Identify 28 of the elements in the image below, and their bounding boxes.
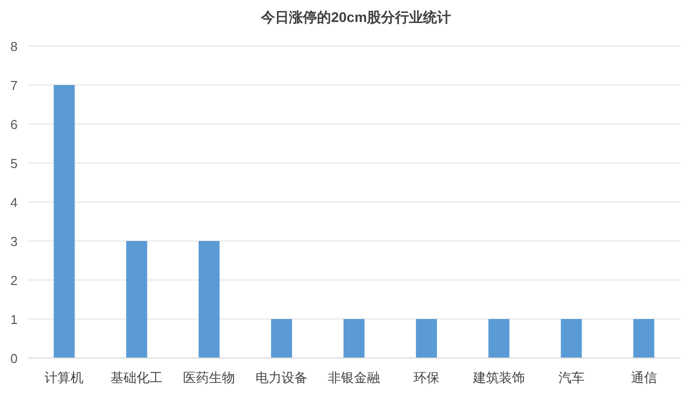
y-tick-label: 5: [10, 156, 18, 171]
y-tick-label: 7: [10, 78, 18, 93]
bar: [54, 85, 75, 358]
x-tick-label: 建筑装饰: [472, 370, 525, 385]
x-tick-label: 计算机: [44, 370, 84, 385]
x-tick-label: 医药生物: [183, 370, 236, 385]
chart-title: 今日涨停的20cm股分行业统计: [260, 9, 451, 25]
x-tick-label: 基础化工: [110, 370, 163, 385]
bar: [416, 319, 437, 358]
y-tick-label: 1: [10, 312, 18, 327]
x-tick-label: 非银金融: [328, 370, 380, 385]
x-tick-label: 电力设备: [256, 370, 308, 385]
y-tick-label: 3: [10, 234, 18, 249]
y-tick-label: 0: [10, 351, 18, 366]
y-tick-label: 6: [10, 117, 18, 132]
bar: [560, 319, 582, 358]
bar: [488, 319, 510, 358]
y-tick-label: 8: [10, 39, 18, 54]
x-tick-label: 环保: [413, 370, 440, 385]
y-tick-label: 2: [10, 273, 18, 288]
bar: [343, 319, 365, 358]
bar: [633, 319, 654, 358]
bar: [198, 241, 220, 358]
x-tick-label: 汽车: [558, 370, 584, 385]
bar: [271, 319, 292, 358]
x-tick-label: 通信: [630, 370, 657, 385]
y-tick-label: 4: [10, 195, 18, 210]
bar: [126, 241, 148, 358]
